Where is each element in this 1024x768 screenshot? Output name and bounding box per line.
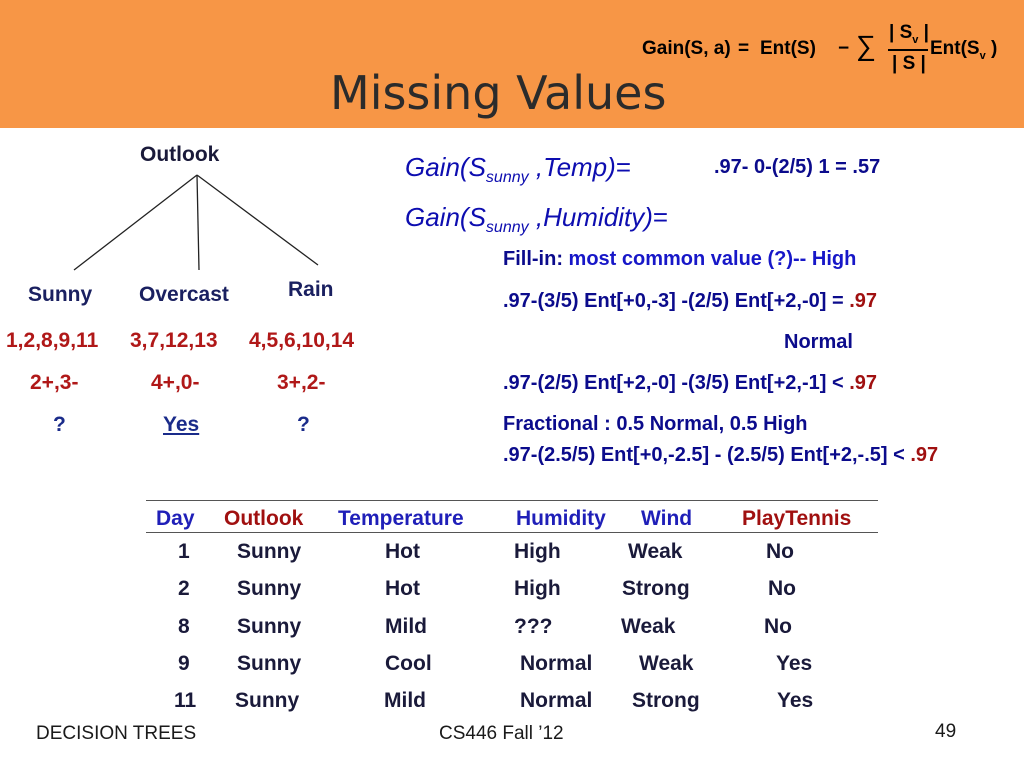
gain-formula: Gain(S, a) = Ent(S) − ∑ | Sv | | S | Ent… [642, 22, 1022, 102]
formula-lhs: Gain(S, a) [642, 38, 731, 59]
table-cell-day: 2 [178, 577, 190, 600]
formula-ent: Ent(S) [760, 38, 816, 59]
formula-minus: − [838, 38, 850, 59]
gain-temp-value: .97- 0-(2/5) 1 = .57 [714, 156, 881, 178]
formula-denominator: | S | [892, 53, 926, 74]
formula-ent-sv: Ent(Sv ) [930, 38, 998, 62]
th-humidity: Humidity [516, 507, 606, 530]
gain-humidity-label: Gain(Ssunny ,Humidity)= [405, 202, 669, 237]
branch-line-sunny [73, 174, 198, 271]
th-temperature: Temperature [338, 507, 464, 530]
table-cell-humidity: Normal [520, 652, 593, 675]
table-cell-humidity: High [514, 577, 561, 600]
fill-in-line: Fill-in: most common value (?)-- High [503, 248, 857, 270]
tree-branch-sunny: Sunny [28, 283, 93, 306]
footer-section-title: DECISION TREES [36, 723, 197, 744]
tree-counts-overcast: 4+,0- [151, 371, 200, 394]
gain-temp-label: Gain(Ssunny ,Temp)= [405, 152, 631, 187]
table-cell-playtennis: No [768, 577, 796, 600]
footer-course: CS446 Fall ’12 [439, 723, 564, 744]
humidity-high-calc: .97-(3/5) Ent[+0,-3] -(2/5) Ent[+2,-0] =… [503, 290, 878, 312]
table-cell-wind: Weak [621, 615, 676, 638]
table-cell-humidity: Normal [520, 689, 593, 712]
formula-numerator: | Sv | [889, 22, 930, 46]
table-cell-wind: Strong [632, 689, 700, 712]
tree-branch-overcast: Overcast [139, 283, 229, 306]
table-top-rule [146, 500, 878, 501]
fraction-bar [888, 49, 928, 51]
slide-title: Missing Values [330, 66, 667, 120]
table-cell-temperature: Mild [385, 615, 427, 638]
table-cell-outlook: Sunny [235, 689, 300, 712]
table-cell-temperature: Hot [385, 577, 420, 600]
table-cell-temperature: Hot [385, 540, 420, 563]
fractional-calc: .97-(2.5/5) Ent[+0,-2.5] - (2.5/5) Ent[+… [503, 444, 939, 466]
table-cell-humidity: High [514, 540, 561, 563]
th-wind: Wind [641, 507, 693, 530]
table-cell-playtennis: No [766, 540, 794, 563]
tree-counts-rain: 3+,2- [277, 371, 326, 394]
table-cell-playtennis: Yes [776, 652, 813, 675]
tree-examples-sunny: 1,2,8,9,11 [6, 329, 99, 352]
slide-number: 49 [935, 721, 957, 742]
table-cell-outlook: Sunny [237, 540, 302, 563]
tree-branch-rain: Rain [288, 278, 334, 301]
tree-outcome-overcast: Yes [163, 413, 200, 436]
tree-lines [73, 174, 319, 271]
th-outlook: Outlook [224, 507, 304, 530]
table-cell-outlook: Sunny [237, 652, 302, 675]
tree-outcome-sunny: ? [53, 413, 66, 436]
table-cell-outlook: Sunny [237, 577, 302, 600]
tree-root-outlook: Outlook [140, 143, 220, 166]
table-cell-wind: Strong [622, 577, 690, 600]
branch-line-overcast [196, 174, 200, 271]
table-cell-day: 11 [174, 689, 197, 712]
header-bar [0, 0, 1024, 128]
tree-outcome-rain: ? [297, 413, 310, 436]
branch-line-rain [196, 174, 319, 266]
tree-counts-sunny: 2+,3- [30, 371, 79, 394]
table-cell-humidity-missing: ??? [514, 615, 553, 638]
th-day: Day [156, 507, 195, 530]
table-cell-day: 8 [178, 615, 190, 638]
table-cell-day: 9 [178, 652, 190, 675]
table-cell-temperature: Mild [384, 689, 426, 712]
table-cell-day: 1 [178, 540, 190, 563]
table-cell-temperature: Cool [385, 652, 432, 675]
tree-examples-overcast: 3,7,12,13 [130, 329, 218, 352]
table-cell-playtennis: No [764, 615, 792, 638]
fractional-line: Fractional : 0.5 Normal, 0.5 High [503, 413, 808, 435]
normal-label: Normal [784, 331, 853, 353]
table-cell-playtennis: Yes [777, 689, 814, 712]
tree-examples-rain: 4,5,6,10,14 [249, 329, 355, 352]
formula-eq: = [738, 38, 750, 59]
table-header-rule [146, 532, 878, 533]
th-playtennis: PlayTennis [742, 507, 852, 530]
table-cell-outlook: Sunny [237, 615, 302, 638]
table-cell-wind: Weak [628, 540, 683, 563]
sum-symbol: ∑ [856, 30, 876, 61]
humidity-normal-calc: .97-(2/5) Ent[+2,-0] -(3/5) Ent[+2,-1] <… [503, 372, 878, 394]
table-cell-wind: Weak [639, 652, 694, 675]
